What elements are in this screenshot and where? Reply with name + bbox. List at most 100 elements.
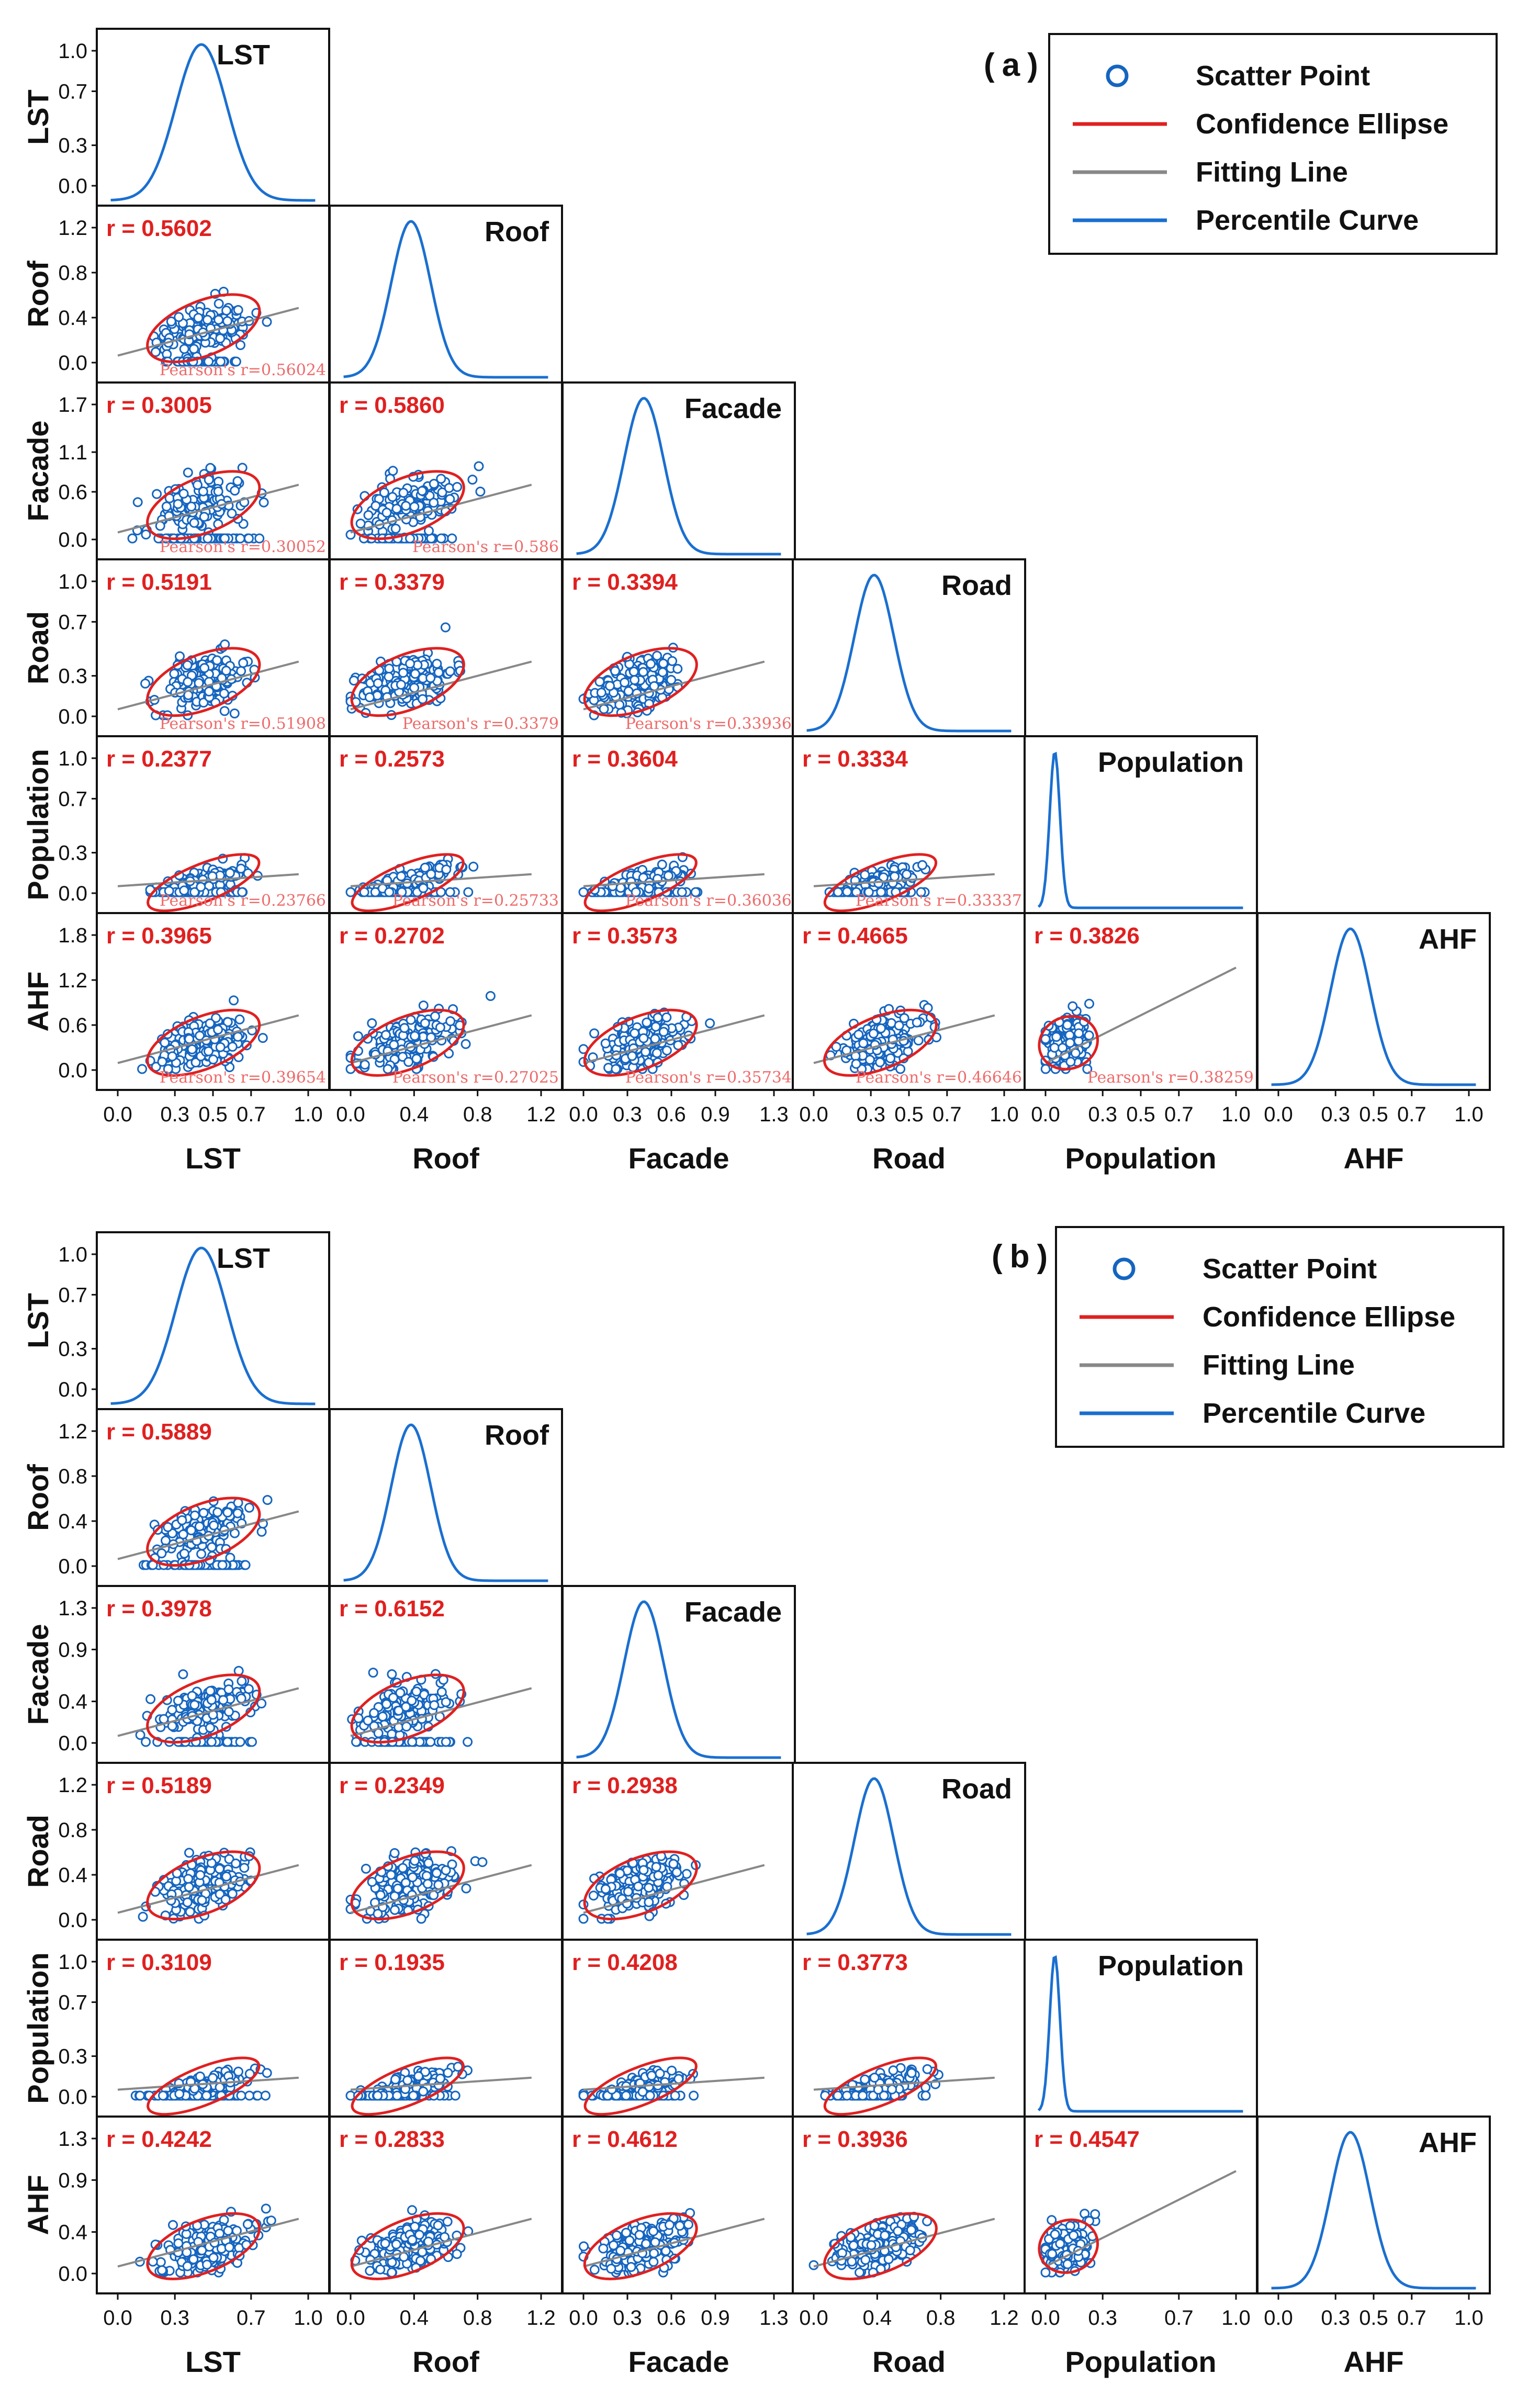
scatter-point <box>436 474 446 484</box>
scatter-point <box>637 2087 648 2097</box>
scatter-point <box>204 1046 214 1056</box>
scatter-cell: r = 0.2938 <box>561 1762 796 1941</box>
y-tick-label: 1.0 <box>58 40 87 63</box>
scatter-point <box>256 1698 267 1708</box>
y-axis-label: Population <box>21 749 54 900</box>
scatter-point <box>1084 1030 1094 1041</box>
r-value-label: r = 0.3573 <box>572 923 678 949</box>
percentile-curve <box>343 220 548 379</box>
scatter-point <box>199 663 210 673</box>
y-axis-label: Road <box>21 1815 54 1888</box>
x-tick-label: 0.5 <box>1126 1103 1155 1126</box>
diag-cell: Population <box>1024 1939 1258 2118</box>
scatter-point <box>853 1029 864 1040</box>
x-tick-label: 0.7 <box>237 1103 266 1126</box>
x-tick-label: 0.0 <box>1264 1103 1293 1126</box>
scatter-point <box>651 1048 662 1058</box>
r-value-label: r = 0.3978 <box>106 1596 212 1622</box>
scatter-point <box>384 671 394 682</box>
scatter-point <box>227 508 237 519</box>
scatter-point <box>209 1520 219 1531</box>
scatter-point <box>221 666 231 676</box>
scatter-point <box>858 1038 869 1049</box>
scatter-point <box>195 1870 206 1880</box>
scatter-point <box>137 1064 148 1074</box>
y-tick-label: 0.9 <box>58 1638 87 1661</box>
diag-cell: Road <box>792 1762 1026 1941</box>
scatter-point <box>425 1737 436 1747</box>
y-tick-label: 1.7 <box>58 393 87 417</box>
scatter-point <box>363 510 374 520</box>
x-tick-label: 0.5 <box>198 1103 228 1126</box>
scatter-point <box>392 2090 402 2101</box>
scatter-point <box>661 1045 672 1056</box>
scatter-point <box>145 1694 156 1704</box>
r-value-label: r = 0.3965 <box>106 923 212 949</box>
scatter-point <box>1062 1020 1073 1030</box>
scatter-point <box>1084 998 1094 1009</box>
y-tick-label: 1.3 <box>58 1597 87 1620</box>
scatter-point <box>224 868 235 878</box>
diag-title: LST <box>217 1243 270 1274</box>
scatter-point <box>235 1737 245 1747</box>
scatter-point <box>413 2071 424 2081</box>
x-tick-label: 0.3 <box>613 1103 642 1126</box>
scatter-point <box>155 2257 166 2267</box>
scatter-point <box>444 483 454 493</box>
scatter-point <box>672 663 683 674</box>
y-tick-label: 0.0 <box>58 1732 87 1755</box>
x-tick-label: 0.3 <box>1088 1103 1117 1126</box>
y-tick-label: 0.0 <box>58 352 87 375</box>
scatter-point <box>161 501 172 512</box>
scatter-point <box>174 312 184 322</box>
scatter-point <box>231 356 241 367</box>
scatter-point <box>873 2085 883 2095</box>
scatter-point <box>860 2074 870 2085</box>
scatter-point <box>383 1064 393 1074</box>
scatter-point <box>842 2090 852 2101</box>
scatter-point <box>373 1909 383 1919</box>
x-tick-label: 0.0 <box>569 1103 598 1126</box>
scatter-point <box>174 2089 185 2099</box>
pearson-label: Pearson's r=0.38259 <box>1087 1068 1254 1087</box>
scatter-point <box>243 1684 254 1694</box>
scatter-point <box>409 501 420 512</box>
cell-frame <box>96 1231 330 1410</box>
scatter-point <box>183 677 193 687</box>
scatter-point <box>422 1878 433 1889</box>
x-tick-label: 0.9 <box>701 1103 730 1126</box>
x-axis-label: Population <box>1065 1142 1216 1175</box>
scatter-point <box>689 2090 699 2101</box>
scatter-point <box>405 658 415 669</box>
y-tick-label: 0.4 <box>58 2221 87 2244</box>
scatter-point <box>239 1863 250 1873</box>
scatter-point <box>373 678 383 689</box>
y-tick-label: 0.0 <box>58 528 87 552</box>
scatter-point <box>429 1700 440 1711</box>
scatter-point <box>377 1712 388 1721</box>
scatter-point <box>917 860 928 870</box>
scatter-point <box>141 530 151 539</box>
scatter-point <box>222 1737 233 1747</box>
scatter-point <box>359 1060 370 1070</box>
r-value-label: r = 0.5602 <box>106 216 212 241</box>
y-tick-label: 1.2 <box>58 1420 87 1443</box>
legend-label-0: Scatter Point <box>1196 60 1370 92</box>
r-value-label: r = 0.3394 <box>572 569 678 595</box>
scatter-point <box>913 1036 924 1045</box>
scatter-point <box>189 517 199 528</box>
scatter-point <box>189 344 199 354</box>
diag-title: AHF <box>1419 924 1477 955</box>
pearson-label: Pearson's r=0.36036 <box>625 892 792 910</box>
scatter-point <box>620 677 630 688</box>
pearson-label: Pearson's r=0.33337 <box>856 892 1022 910</box>
diag-title: LST <box>217 39 270 71</box>
legend-label-0: Scatter Point <box>1203 1253 1377 1285</box>
percentile-curve <box>576 397 781 556</box>
scatter-point <box>384 663 395 674</box>
scatter-point <box>183 467 193 478</box>
